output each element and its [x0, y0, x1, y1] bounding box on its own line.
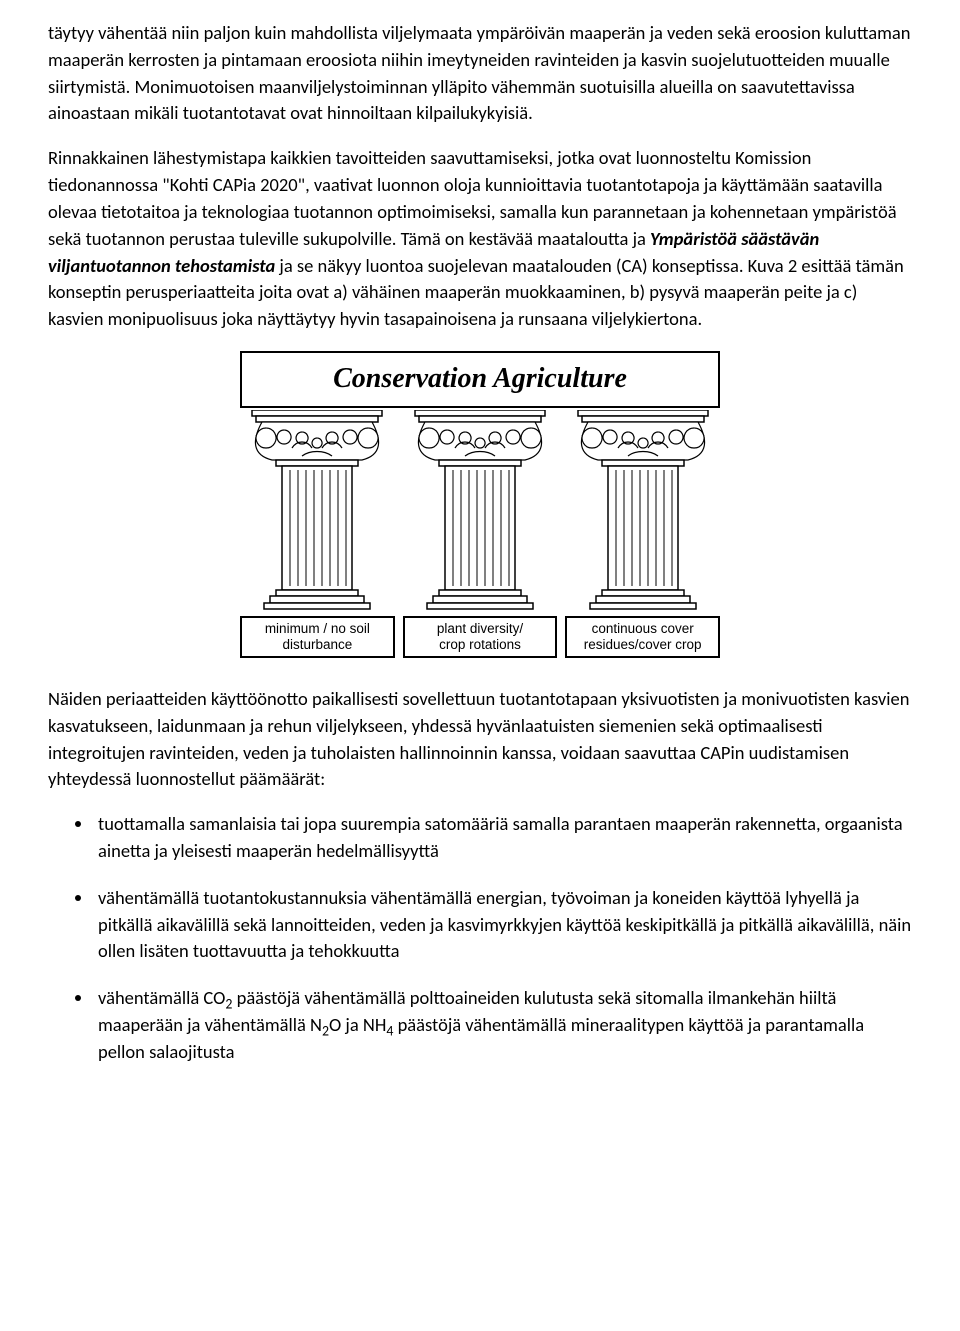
- pillar-2-label-line2: crop rotations: [439, 637, 521, 652]
- figure-title: Conservation Agriculture: [240, 351, 720, 408]
- subscript-n2o: 2: [322, 1023, 329, 1040]
- pillar-column-icon: [568, 410, 718, 610]
- pillar-2-label-line1: plant diversity/: [437, 621, 523, 636]
- paragraph-1: täytyy vähentää niin paljon kuin mahdoll…: [48, 20, 912, 127]
- bullet-3-c: O ja NH: [329, 1013, 386, 1036]
- pillar-2: plant diversity/ crop rotations: [403, 410, 558, 658]
- figure-conservation-agriculture: Conservation Agriculture: [240, 351, 720, 658]
- pillar-3-label-line1: continuous cover: [592, 621, 694, 636]
- pillar-column-icon: [405, 410, 555, 610]
- page: täytyy vähentää niin paljon kuin mahdoll…: [0, 0, 960, 1126]
- paragraph-2: Rinnakkainen lähestymistapa kaikkien tav…: [48, 145, 912, 333]
- bullet-2: vähentämällä tuotantokustannuksia vähent…: [94, 885, 912, 965]
- pillar-1-label: minimum / no soil disturbance: [240, 616, 395, 658]
- paragraph-3: Näiden periaatteiden käyttöönotto paikal…: [48, 686, 912, 793]
- bullet-3: vähentämällä CO2 päästöjä vähentämällä p…: [94, 985, 912, 1065]
- bullet-1: tuottamalla samanlaisia tai jopa suuremp…: [94, 811, 912, 865]
- pillar-2-label: plant diversity/ crop rotations: [403, 616, 558, 658]
- pillar-3: continuous cover residues/cover crop: [565, 410, 720, 658]
- pillar-column-icon: [242, 410, 392, 610]
- pillar-1: minimum / no soil disturbance: [240, 410, 395, 658]
- pillar-1-label-line2: disturbance: [282, 637, 352, 652]
- pillar-1-label-line1: minimum / no soil: [265, 621, 370, 636]
- figure-pillars-row: minimum / no soil disturbance: [240, 410, 720, 658]
- pillar-3-label-line2: residues/cover crop: [584, 637, 702, 652]
- bullet-list: tuottamalla samanlaisia tai jopa suuremp…: [48, 811, 912, 1066]
- pillar-3-label: continuous cover residues/cover crop: [565, 616, 720, 658]
- bullet-3-a: vähentämällä CO: [98, 986, 225, 1009]
